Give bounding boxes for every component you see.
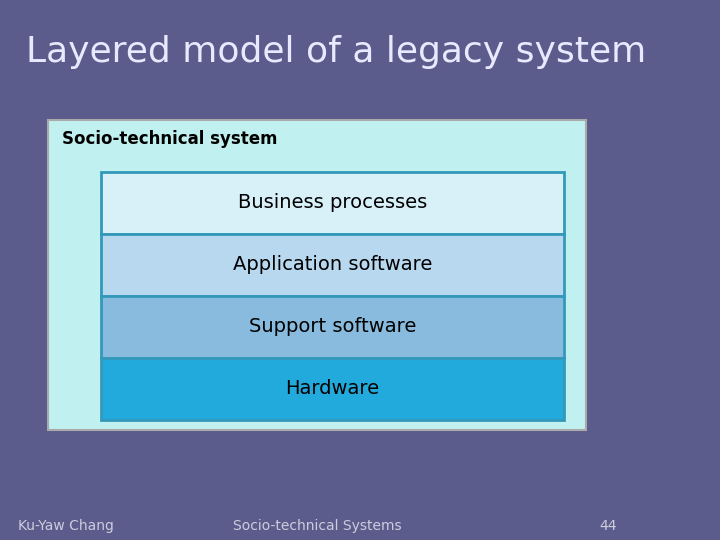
- Bar: [102, 296, 564, 358]
- Text: Hardware: Hardware: [286, 380, 379, 399]
- Text: Support software: Support software: [249, 318, 416, 336]
- Text: Layered model of a legacy system: Layered model of a legacy system: [27, 35, 647, 69]
- Text: Application software: Application software: [233, 255, 432, 274]
- Text: 44: 44: [599, 519, 617, 533]
- Bar: [102, 234, 564, 296]
- Text: Socio-technical Systems: Socio-technical Systems: [233, 519, 402, 533]
- Text: Business processes: Business processes: [238, 193, 427, 213]
- Bar: [48, 120, 586, 430]
- Text: Socio-technical system: Socio-technical system: [62, 130, 277, 148]
- Bar: [102, 172, 564, 234]
- Bar: [102, 358, 564, 420]
- Text: Ku-Yaw Chang: Ku-Yaw Chang: [17, 519, 114, 533]
